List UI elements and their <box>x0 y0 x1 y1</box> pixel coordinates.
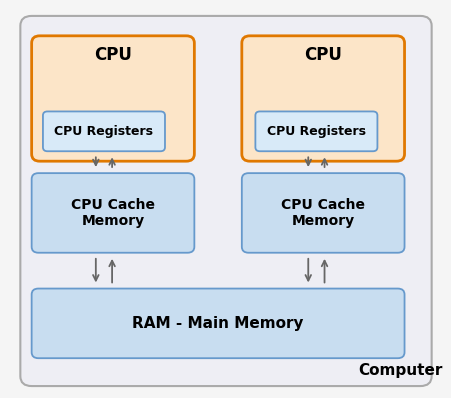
Text: CPU Cache
Memory: CPU Cache Memory <box>281 198 364 228</box>
FancyBboxPatch shape <box>241 36 404 161</box>
FancyBboxPatch shape <box>255 111 377 151</box>
Text: Computer: Computer <box>357 363 441 378</box>
FancyBboxPatch shape <box>20 16 431 386</box>
FancyBboxPatch shape <box>32 289 404 358</box>
FancyBboxPatch shape <box>43 111 165 151</box>
Text: CPU: CPU <box>94 46 132 64</box>
FancyBboxPatch shape <box>32 36 194 161</box>
Text: CPU Registers: CPU Registers <box>266 125 365 138</box>
Text: CPU: CPU <box>304 46 341 64</box>
Text: CPU Cache
Memory: CPU Cache Memory <box>71 198 155 228</box>
FancyBboxPatch shape <box>241 173 404 253</box>
FancyBboxPatch shape <box>32 173 194 253</box>
Text: RAM - Main Memory: RAM - Main Memory <box>132 316 303 331</box>
Text: CPU Registers: CPU Registers <box>54 125 153 138</box>
